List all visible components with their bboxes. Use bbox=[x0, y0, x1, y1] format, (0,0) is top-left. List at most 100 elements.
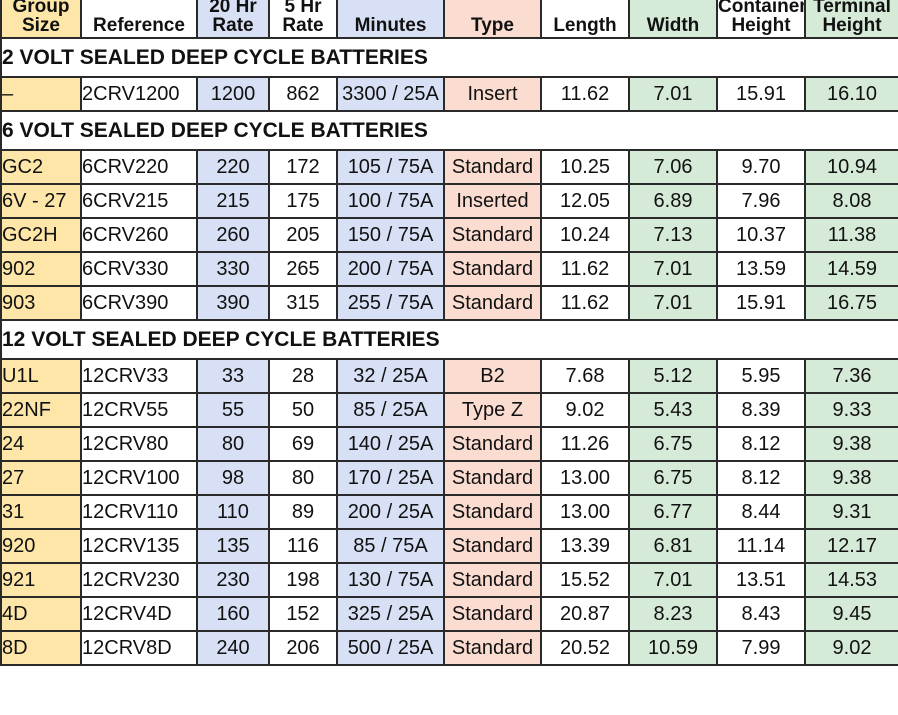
minutes-cell: 100 / 75A bbox=[336, 183, 445, 219]
length-cell: 7.68 bbox=[540, 358, 630, 394]
group-size-cell: – bbox=[0, 76, 82, 112]
length-cell: 11.62 bbox=[540, 76, 630, 112]
minutes-cell: 130 / 75A bbox=[336, 562, 445, 598]
group-size-cell: 24 bbox=[0, 426, 82, 462]
terminal-height-cell: 14.53 bbox=[804, 562, 898, 598]
length-cell: 15.52 bbox=[540, 562, 630, 598]
type-cell: Standard bbox=[443, 426, 542, 462]
table-body: 2 VOLT SEALED DEEP CYCLE BATTERIES –2CRV1… bbox=[0, 37, 898, 666]
type-cell: Inserted bbox=[443, 183, 542, 219]
minutes-cell: 325 / 25A bbox=[336, 596, 445, 632]
container-height-cell: 11.14 bbox=[716, 528, 806, 564]
terminal-height-cell: 16.10 bbox=[804, 76, 898, 112]
container-height-cell: 8.12 bbox=[716, 426, 806, 462]
reference-cell: 12CRV230 bbox=[80, 562, 198, 598]
rate5-cell: 206 bbox=[268, 630, 338, 666]
rate20-cell: 33 bbox=[196, 358, 270, 394]
length-cell: 20.87 bbox=[540, 596, 630, 632]
type-cell: Standard bbox=[443, 528, 542, 564]
terminal-height-cell: 16.75 bbox=[804, 285, 898, 321]
rate5-cell: 50 bbox=[268, 392, 338, 428]
terminal-height-cell: 14.59 bbox=[804, 251, 898, 287]
reference-cell: 12CRV55 bbox=[80, 392, 198, 428]
terminal-height-cell: 9.31 bbox=[804, 494, 898, 530]
width-cell: 7.06 bbox=[628, 149, 718, 185]
length-cell: 11.62 bbox=[540, 251, 630, 287]
header-group-size: Group Size bbox=[0, 0, 82, 39]
minutes-cell: 85 / 25A bbox=[336, 392, 445, 428]
length-cell: 11.26 bbox=[540, 426, 630, 462]
width-cell: 6.81 bbox=[628, 528, 718, 564]
type-cell: Standard bbox=[443, 630, 542, 666]
width-cell: 7.01 bbox=[628, 285, 718, 321]
width-cell: 6.75 bbox=[628, 460, 718, 496]
length-cell: 13.00 bbox=[540, 494, 630, 530]
table-row: 902 6CRV330 330 265 200 / 75A Standard 11.62 7.… bbox=[0, 251, 898, 287]
reference-cell: 6CRV330 bbox=[80, 251, 198, 287]
group-size-cell: 6V - 27 bbox=[0, 183, 82, 219]
rate20-cell: 135 bbox=[196, 528, 270, 564]
rate5-cell: 172 bbox=[268, 149, 338, 185]
length-cell: 20.52 bbox=[540, 630, 630, 666]
table-row: –2CRV1200 1200 862 3300 / 25A Insert 11.62 7.0… bbox=[0, 76, 898, 112]
header-terminal-height: Terminal Height bbox=[804, 0, 898, 39]
rate20-cell: 55 bbox=[196, 392, 270, 428]
group-size-cell: 903 bbox=[0, 285, 82, 321]
rate5-cell: 862 bbox=[268, 76, 338, 112]
minutes-cell: 255 / 75A bbox=[336, 285, 445, 321]
group-size-cell: 8D bbox=[0, 630, 82, 666]
terminal-height-cell: 12.17 bbox=[804, 528, 898, 564]
length-cell: 10.24 bbox=[540, 217, 630, 253]
reference-cell: 12CRV100 bbox=[80, 460, 198, 496]
reference-cell: 12CRV4D bbox=[80, 596, 198, 632]
section-title: 2 VOLT SEALED DEEP CYCLE BATTERIES bbox=[0, 37, 898, 78]
terminal-height-cell: 9.02 bbox=[804, 630, 898, 666]
rate20-cell: 1200 bbox=[196, 76, 270, 112]
width-cell: 7.13 bbox=[628, 217, 718, 253]
type-cell: Standard bbox=[443, 285, 542, 321]
width-cell: 6.89 bbox=[628, 183, 718, 219]
rate20-cell: 160 bbox=[196, 596, 270, 632]
length-cell: 10.25 bbox=[540, 149, 630, 185]
width-cell: 8.23 bbox=[628, 596, 718, 632]
header-reference: Reference bbox=[80, 0, 198, 39]
rate20-cell: 80 bbox=[196, 426, 270, 462]
group-size-cell: 4D bbox=[0, 596, 82, 632]
rate5-cell: 205 bbox=[268, 217, 338, 253]
width-cell: 5.12 bbox=[628, 358, 718, 394]
length-cell: 12.05 bbox=[540, 183, 630, 219]
minutes-cell: 170 / 25A bbox=[336, 460, 445, 496]
section-header-row: 12 VOLT SEALED DEEP CYCLE BATTERIES bbox=[0, 319, 898, 360]
reference-cell: 6CRV390 bbox=[80, 285, 198, 321]
terminal-height-cell: 10.94 bbox=[804, 149, 898, 185]
type-cell: Standard bbox=[443, 596, 542, 632]
reference-cell: 12CRV135 bbox=[80, 528, 198, 564]
minutes-cell: 200 / 25A bbox=[336, 494, 445, 530]
header-20hr-rate: 20 Hr Rate bbox=[196, 0, 270, 39]
group-size-cell: 22NF bbox=[0, 392, 82, 428]
table-row: 6V - 27 6CRV215 215 175 100 / 75A Inserted 12.… bbox=[0, 183, 898, 219]
type-cell: Standard bbox=[443, 460, 542, 496]
container-height-cell: 8.12 bbox=[716, 460, 806, 496]
length-cell: 13.00 bbox=[540, 460, 630, 496]
container-height-cell: 7.99 bbox=[716, 630, 806, 666]
type-cell: Insert bbox=[443, 76, 542, 112]
reference-cell: 12CRV110 bbox=[80, 494, 198, 530]
table-row: 22NF 12CRV55 55 50 85 / 25A Type Z 9.02 5.43 8.3… bbox=[0, 392, 898, 428]
container-height-cell: 7.96 bbox=[716, 183, 806, 219]
rate5-cell: 175 bbox=[268, 183, 338, 219]
type-cell: Type Z bbox=[443, 392, 542, 428]
table-row: 31 12CRV110 110 89 200 / 25A Standard 13.00 6.7… bbox=[0, 494, 898, 530]
header-container-height: Container Height bbox=[716, 0, 806, 39]
group-size-cell: 902 bbox=[0, 251, 82, 287]
minutes-cell: 150 / 75A bbox=[336, 217, 445, 253]
reference-cell: 6CRV260 bbox=[80, 217, 198, 253]
container-height-cell: 8.43 bbox=[716, 596, 806, 632]
section-header-row: 6 VOLT SEALED DEEP CYCLE BATTERIES bbox=[0, 110, 898, 151]
type-cell: Standard bbox=[443, 494, 542, 530]
header-width: Width bbox=[628, 0, 718, 39]
terminal-height-cell: 7.36 bbox=[804, 358, 898, 394]
rate5-cell: 265 bbox=[268, 251, 338, 287]
group-size-cell: 31 bbox=[0, 494, 82, 530]
table-row: U1L 12CRV33 33 28 32 / 25A B2 7.68 5.12 5.95 7.36 bbox=[0, 358, 898, 394]
